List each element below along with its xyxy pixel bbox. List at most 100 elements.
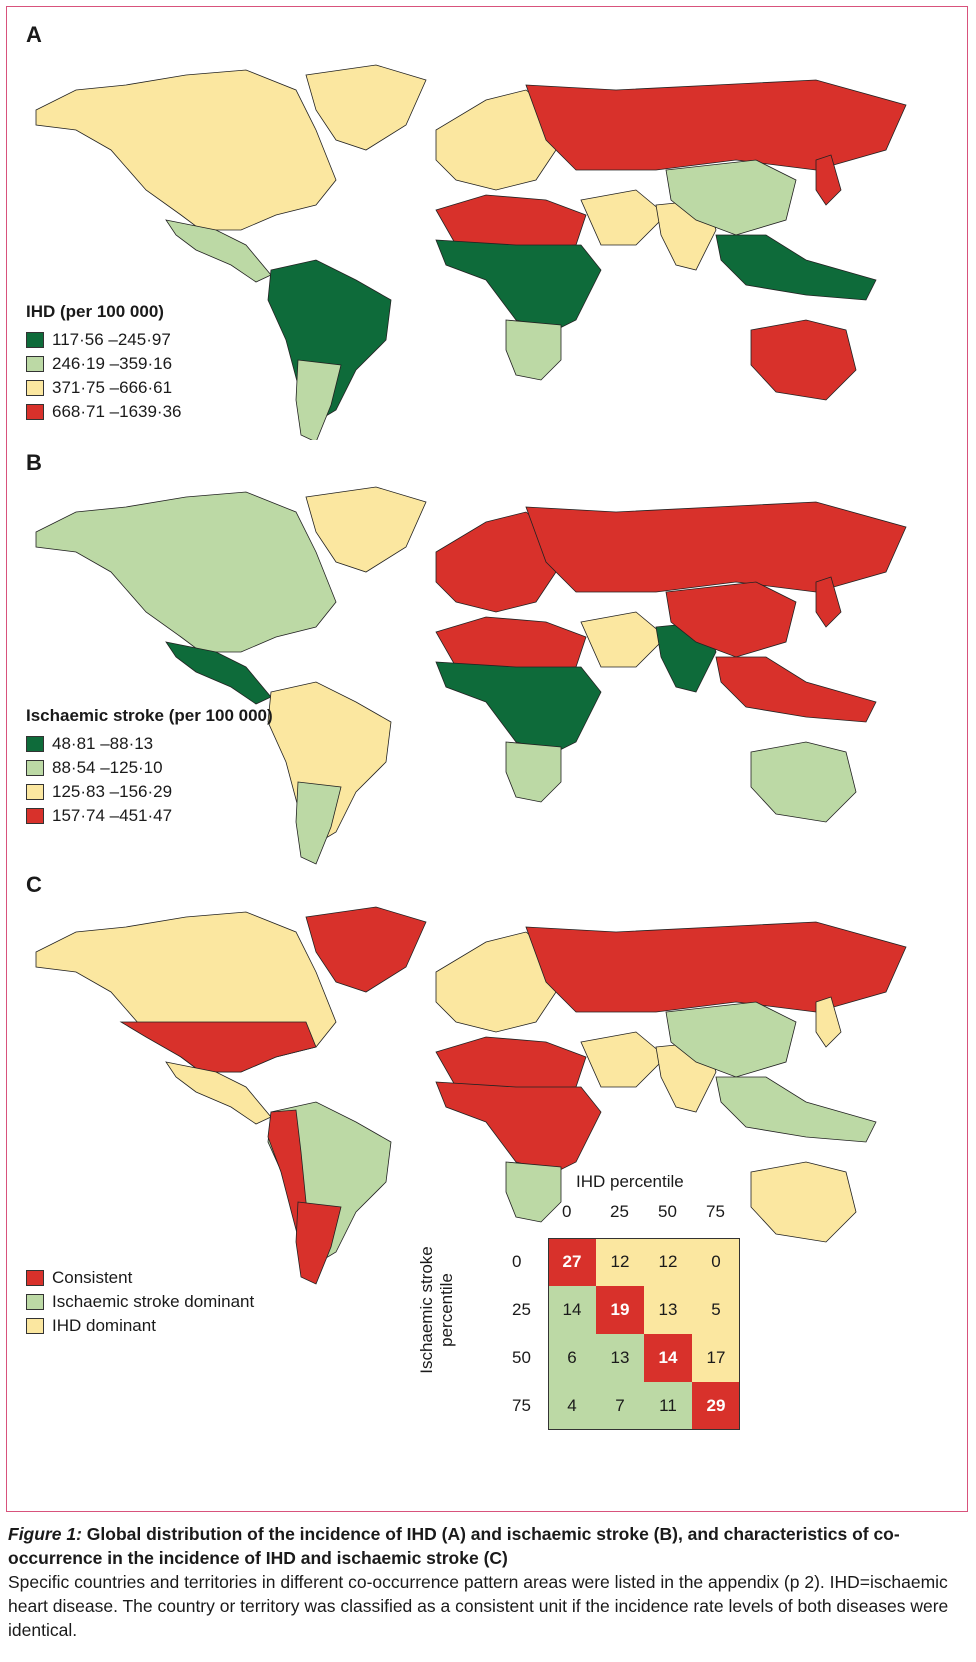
panel-letter: B [26, 450, 42, 475]
region-southern-africa [505, 319, 562, 381]
region-north-america [35, 69, 337, 231]
region-central-america [165, 641, 272, 705]
map-panel-b: B Ischaemic stroke (per 100 000) 48·81 –… [16, 442, 946, 865]
matrix-row-label: 75 [512, 1396, 531, 1415]
matrix-cell: 7 [596, 1382, 644, 1430]
legend-label: Consistent [52, 1268, 133, 1287]
map-panel-c: C Consistent Ischaemic stroke dominant IHD… [16, 862, 946, 1430]
region-australia [750, 1161, 857, 1243]
region-middle-east [580, 1031, 667, 1088]
legend-item: IHD dominant [26, 1314, 254, 1338]
matrix-cell: 14 [548, 1286, 596, 1334]
figure-frame [6, 6, 968, 1512]
map-regions [35, 486, 907, 865]
region-china [665, 1001, 797, 1078]
matrix-border [548, 1238, 740, 1430]
map-panel-a: A IHD (per 100 000) 117·56 –245·97 246·19… [16, 10, 946, 440]
region-japan [815, 154, 842, 206]
matrix-cell: 19 [596, 1286, 644, 1334]
region-se-asia [715, 656, 877, 723]
region-south-cone [295, 781, 342, 865]
panel-letter: C [26, 872, 42, 897]
panel-letter: A [26, 22, 42, 47]
legend-swatch [26, 736, 44, 752]
legend-swatch [26, 808, 44, 824]
matrix-cell: 4 [548, 1382, 596, 1430]
region-subsaharan-africa [435, 661, 602, 753]
legend-swatch [26, 784, 44, 800]
legend-item: Consistent [26, 1266, 254, 1290]
matrix-cell: 12 [596, 1238, 644, 1286]
world-map-stroke [35, 486, 907, 865]
matrix-row-label: 25 [512, 1300, 531, 1319]
region-middle-east [580, 611, 667, 668]
region-greenland [305, 486, 427, 573]
legend-label: 125·83 –156·29 [52, 782, 173, 801]
legend-ihd: IHD (per 100 000) 117·56 –245·97 246·19 –… [26, 302, 182, 424]
legend-label: 371·75 –666·61 [52, 378, 173, 397]
region-south-cone [295, 359, 342, 440]
region-japan [815, 576, 842, 628]
legend-label: 48·81 –88·13 [52, 734, 154, 753]
matrix-row-label: 0 [512, 1252, 522, 1271]
figure-label: Figure 1: [8, 1524, 82, 1544]
matrix-cell: 13 [644, 1286, 692, 1334]
legend-label: Ischaemic stroke dominant [52, 1292, 255, 1311]
region-greenland [305, 64, 427, 151]
world-map-ihd [35, 64, 907, 440]
figure-note: Specific countries and territories in di… [8, 1572, 949, 1640]
region-se-asia [715, 1076, 877, 1143]
matrix-cell: 14 [644, 1334, 692, 1382]
matrix-row-title: Ischaemic stroke percentile [417, 1246, 456, 1374]
legend-swatch [26, 1318, 44, 1334]
region-north-america [35, 491, 337, 653]
legend-swatch [26, 356, 44, 372]
legend-item: 117·56 –245·97 [26, 328, 182, 352]
legend-label: 157·74 –451·47 [52, 806, 173, 825]
world-map-cooccurrence [35, 906, 907, 1285]
region-russia [525, 79, 907, 171]
legend-item: 157·74 –451·47 [26, 804, 273, 828]
legend-label: 88·54 –125·10 [52, 758, 163, 777]
matrix-col-title: IHD percentile [576, 1172, 684, 1191]
legend-label: 668·71 –1639·36 [52, 402, 182, 421]
matrix-col-label: 50 [658, 1202, 677, 1221]
legend-swatch [26, 380, 44, 396]
region-greenland [305, 906, 427, 993]
figure-title: Global distribution of the incidence of … [8, 1524, 900, 1568]
legend-title: Ischaemic stroke (per 100 000) [26, 706, 273, 725]
region-central-america [165, 1061, 272, 1125]
matrix-row-label: 50 [512, 1348, 531, 1367]
matrix-cell: 11 [644, 1382, 692, 1430]
legend-item: 668·71 –1639·36 [26, 400, 182, 424]
legend-item: 125·83 –156·29 [26, 780, 273, 804]
region-japan [815, 996, 842, 1048]
region-central-america [165, 219, 272, 283]
region-europe [435, 89, 557, 191]
matrix-cell: 0 [692, 1238, 740, 1286]
legend-label: IHD dominant [52, 1316, 156, 1335]
legend-swatch [26, 760, 44, 776]
matrix-cell: 17 [692, 1334, 740, 1382]
region-se-asia [715, 234, 877, 301]
legend-stroke: Ischaemic stroke (per 100 000) 48·81 –88… [26, 706, 273, 828]
legend-label: 246·19 –359·16 [52, 354, 173, 373]
figure-caption: Figure 1: Global distribution of the inc… [8, 1522, 958, 1642]
matrix-col-label: 75 [706, 1202, 725, 1221]
region-europe [435, 511, 557, 613]
region-southern-africa [505, 741, 562, 803]
legend-label: 117·56 –245·97 [52, 330, 171, 349]
legend-swatch [26, 404, 44, 420]
matrix-col-label: 0 [562, 1202, 572, 1221]
region-russia [525, 501, 907, 593]
map-regions [35, 64, 907, 440]
region-china [665, 581, 797, 658]
region-southern-africa [505, 1161, 562, 1223]
matrix-cell: 29 [692, 1382, 740, 1430]
region-australia [750, 741, 857, 823]
legend-item: Ischaemic stroke dominant [26, 1290, 254, 1314]
matrix-cell: 6 [548, 1334, 596, 1382]
matrix-col-label: 25 [610, 1202, 629, 1221]
matrix-cell: 12 [644, 1238, 692, 1286]
matrix-cell: 5 [692, 1286, 740, 1334]
